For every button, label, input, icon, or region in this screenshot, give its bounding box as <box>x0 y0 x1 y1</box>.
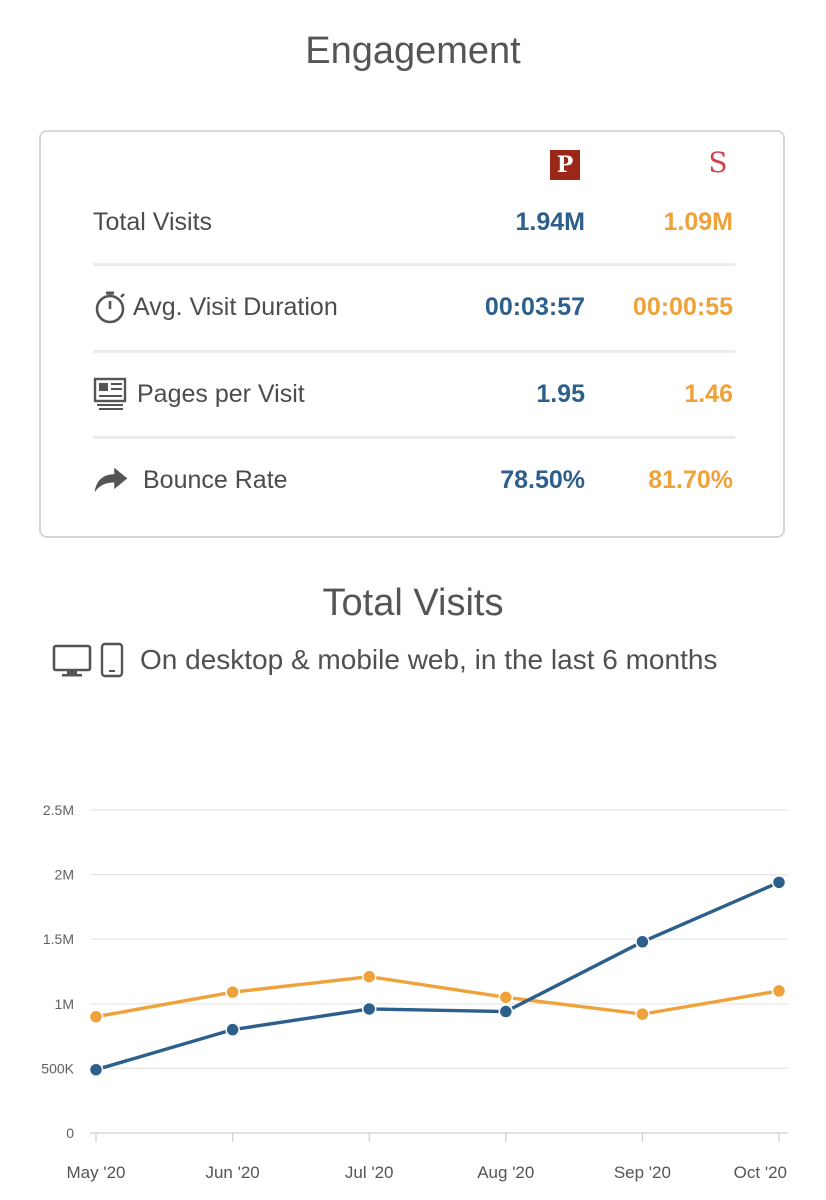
total-visits-label: Total Visits <box>93 208 213 236</box>
site-2-logo[interactable]: S <box>708 146 728 179</box>
row-divider <box>93 350 735 353</box>
stopwatch-icon <box>95 291 125 324</box>
series-line-2 <box>94 974 781 1019</box>
data-point-series-2 <box>225 984 240 1000</box>
y-tick-label: 0 <box>66 1125 74 1141</box>
x-tick-label: Jun '20 <box>205 1163 259 1182</box>
data-point-series-1 <box>225 1022 240 1037</box>
y-tick-label: 1M <box>55 996 74 1012</box>
site-2-avg-visit-duration: 00:00:55 <box>632 293 733 321</box>
y-tick-label: 2.5M <box>43 802 74 818</box>
data-point-series-2 <box>498 990 514 1005</box>
bounce-rate-row: Bounce Rate 78.50% 81.70% <box>93 450 737 510</box>
data-point-series-1 <box>361 1001 377 1017</box>
row-divider <box>93 263 735 266</box>
series-line-1 <box>94 880 781 1072</box>
site-1-logo[interactable]: P <box>550 150 580 180</box>
total-visits-title: Total Visits <box>322 582 504 624</box>
data-point-series-2 <box>88 1009 104 1024</box>
engagement-card: P S Total Visits 1.94M 1.09M Avg. Visit … <box>39 130 785 538</box>
mobile-icon <box>100 642 124 678</box>
y-tick-label: 500K <box>41 1060 74 1076</box>
pages-per-visit-row: Pages per Visit 1.95 1.46 <box>93 364 737 424</box>
pages-icon <box>93 377 127 410</box>
bounce-rate-label: Bounce Rate <box>143 466 288 494</box>
avg-visit-duration-label: Avg. Visit Duration <box>133 293 338 321</box>
pages-per-visit-label: Pages per Visit <box>137 380 305 408</box>
site-1-bounce-rate: 78.50% <box>500 466 585 494</box>
avg-visit-duration-row: Avg. Visit Duration 00:03:57 00:00:55 <box>93 277 737 337</box>
site-1-pages-per-visit: 1.95 <box>536 380 585 408</box>
total-visits-row: Total Visits 1.94M 1.09M <box>93 192 737 252</box>
site-2-total-visits: 1.09M <box>663 208 733 236</box>
x-tick-label: Jul '20 <box>345 1163 394 1182</box>
site-2-bounce-rate: 81.70% <box>648 466 733 494</box>
chart-subtitle: On desktop & mobile web, in the last 6 m… <box>140 644 718 675</box>
site-2-pages-per-visit: 1.46 <box>684 380 733 408</box>
y-tick-label: 1.5M <box>43 931 74 947</box>
bounce-arrow-icon <box>94 467 128 493</box>
x-tick-label: Sep '20 <box>614 1163 671 1182</box>
x-tick-label: Oct '20 <box>734 1163 787 1182</box>
data-point-series-1 <box>498 1004 514 1019</box>
row-divider <box>93 436 735 439</box>
data-point-series-2 <box>361 969 377 984</box>
site-1-avg-visit-duration: 00:03:57 <box>484 293 585 321</box>
data-point-series-1 <box>635 934 650 950</box>
x-tick-label: Aug '20 <box>477 1163 534 1182</box>
engagement-title: Engagement <box>305 30 521 72</box>
data-point-series-2 <box>771 983 787 999</box>
data-point-series-1 <box>771 875 787 890</box>
desktop-icon <box>52 644 92 677</box>
data-point-series-2 <box>635 1006 650 1022</box>
data-point-series-1 <box>88 1062 104 1077</box>
site-1-total-visits: 1.94M <box>515 208 585 236</box>
y-tick-label: 2M <box>55 867 74 883</box>
x-tick-label: May '20 <box>67 1163 126 1182</box>
